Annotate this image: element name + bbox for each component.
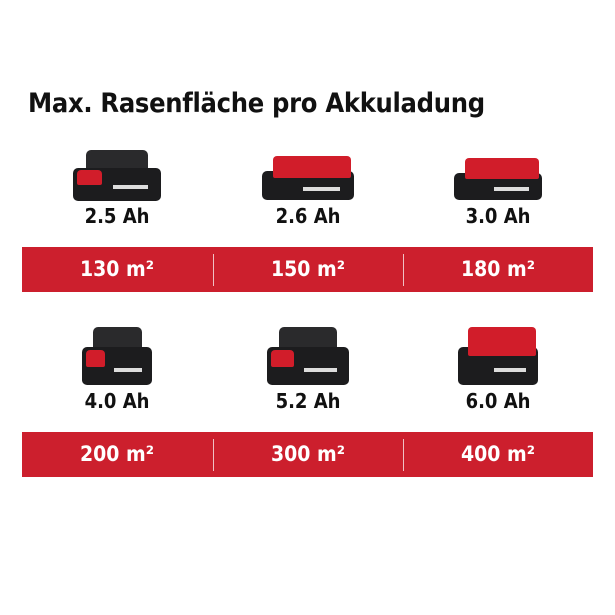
battery-item: 2.5 Ah: [22, 140, 212, 240]
battery-pack-icon: [267, 327, 349, 385]
battery-item: 2.6 Ah: [213, 140, 403, 240]
battery-pack-icon: [262, 156, 354, 200]
capacity-label: 2.6 Ah: [275, 204, 341, 228]
capacity-label: 3.0 Ah: [465, 204, 531, 228]
divider: [403, 439, 404, 471]
battery-item: 5.2 Ah: [213, 325, 403, 425]
battery-item: 4.0 Ah: [22, 325, 212, 425]
area-value: 300 m²: [271, 442, 345, 466]
area-value: 400 m²: [461, 442, 535, 466]
battery-pack-icon: [73, 150, 161, 201]
battery-item: 6.0 Ah: [403, 325, 593, 425]
capacity-label: 6.0 Ah: [465, 389, 531, 413]
area-value: 180 m²: [461, 257, 535, 281]
area-value: 150 m²: [271, 257, 345, 281]
divider: [213, 254, 214, 286]
battery-pack-icon: [454, 158, 542, 200]
capacity-label: 5.2 Ah: [275, 389, 341, 413]
area-value: 130 m²: [80, 257, 154, 281]
page-title: Max. Rasenfläche pro Akkuladung: [28, 88, 485, 119]
divider: [403, 254, 404, 286]
divider: [213, 439, 214, 471]
capacity-label: 2.5 Ah: [84, 204, 150, 228]
battery-item: 3.0 Ah: [403, 140, 593, 240]
area-bar: 130 m² 150 m² 180 m²: [22, 247, 593, 292]
area-value: 200 m²: [80, 442, 154, 466]
battery-pack-icon: [458, 327, 538, 385]
battery-pack-icon: [82, 327, 152, 385]
capacity-label: 4.0 Ah: [84, 389, 150, 413]
area-bar: 200 m² 300 m² 400 m²: [22, 432, 593, 477]
